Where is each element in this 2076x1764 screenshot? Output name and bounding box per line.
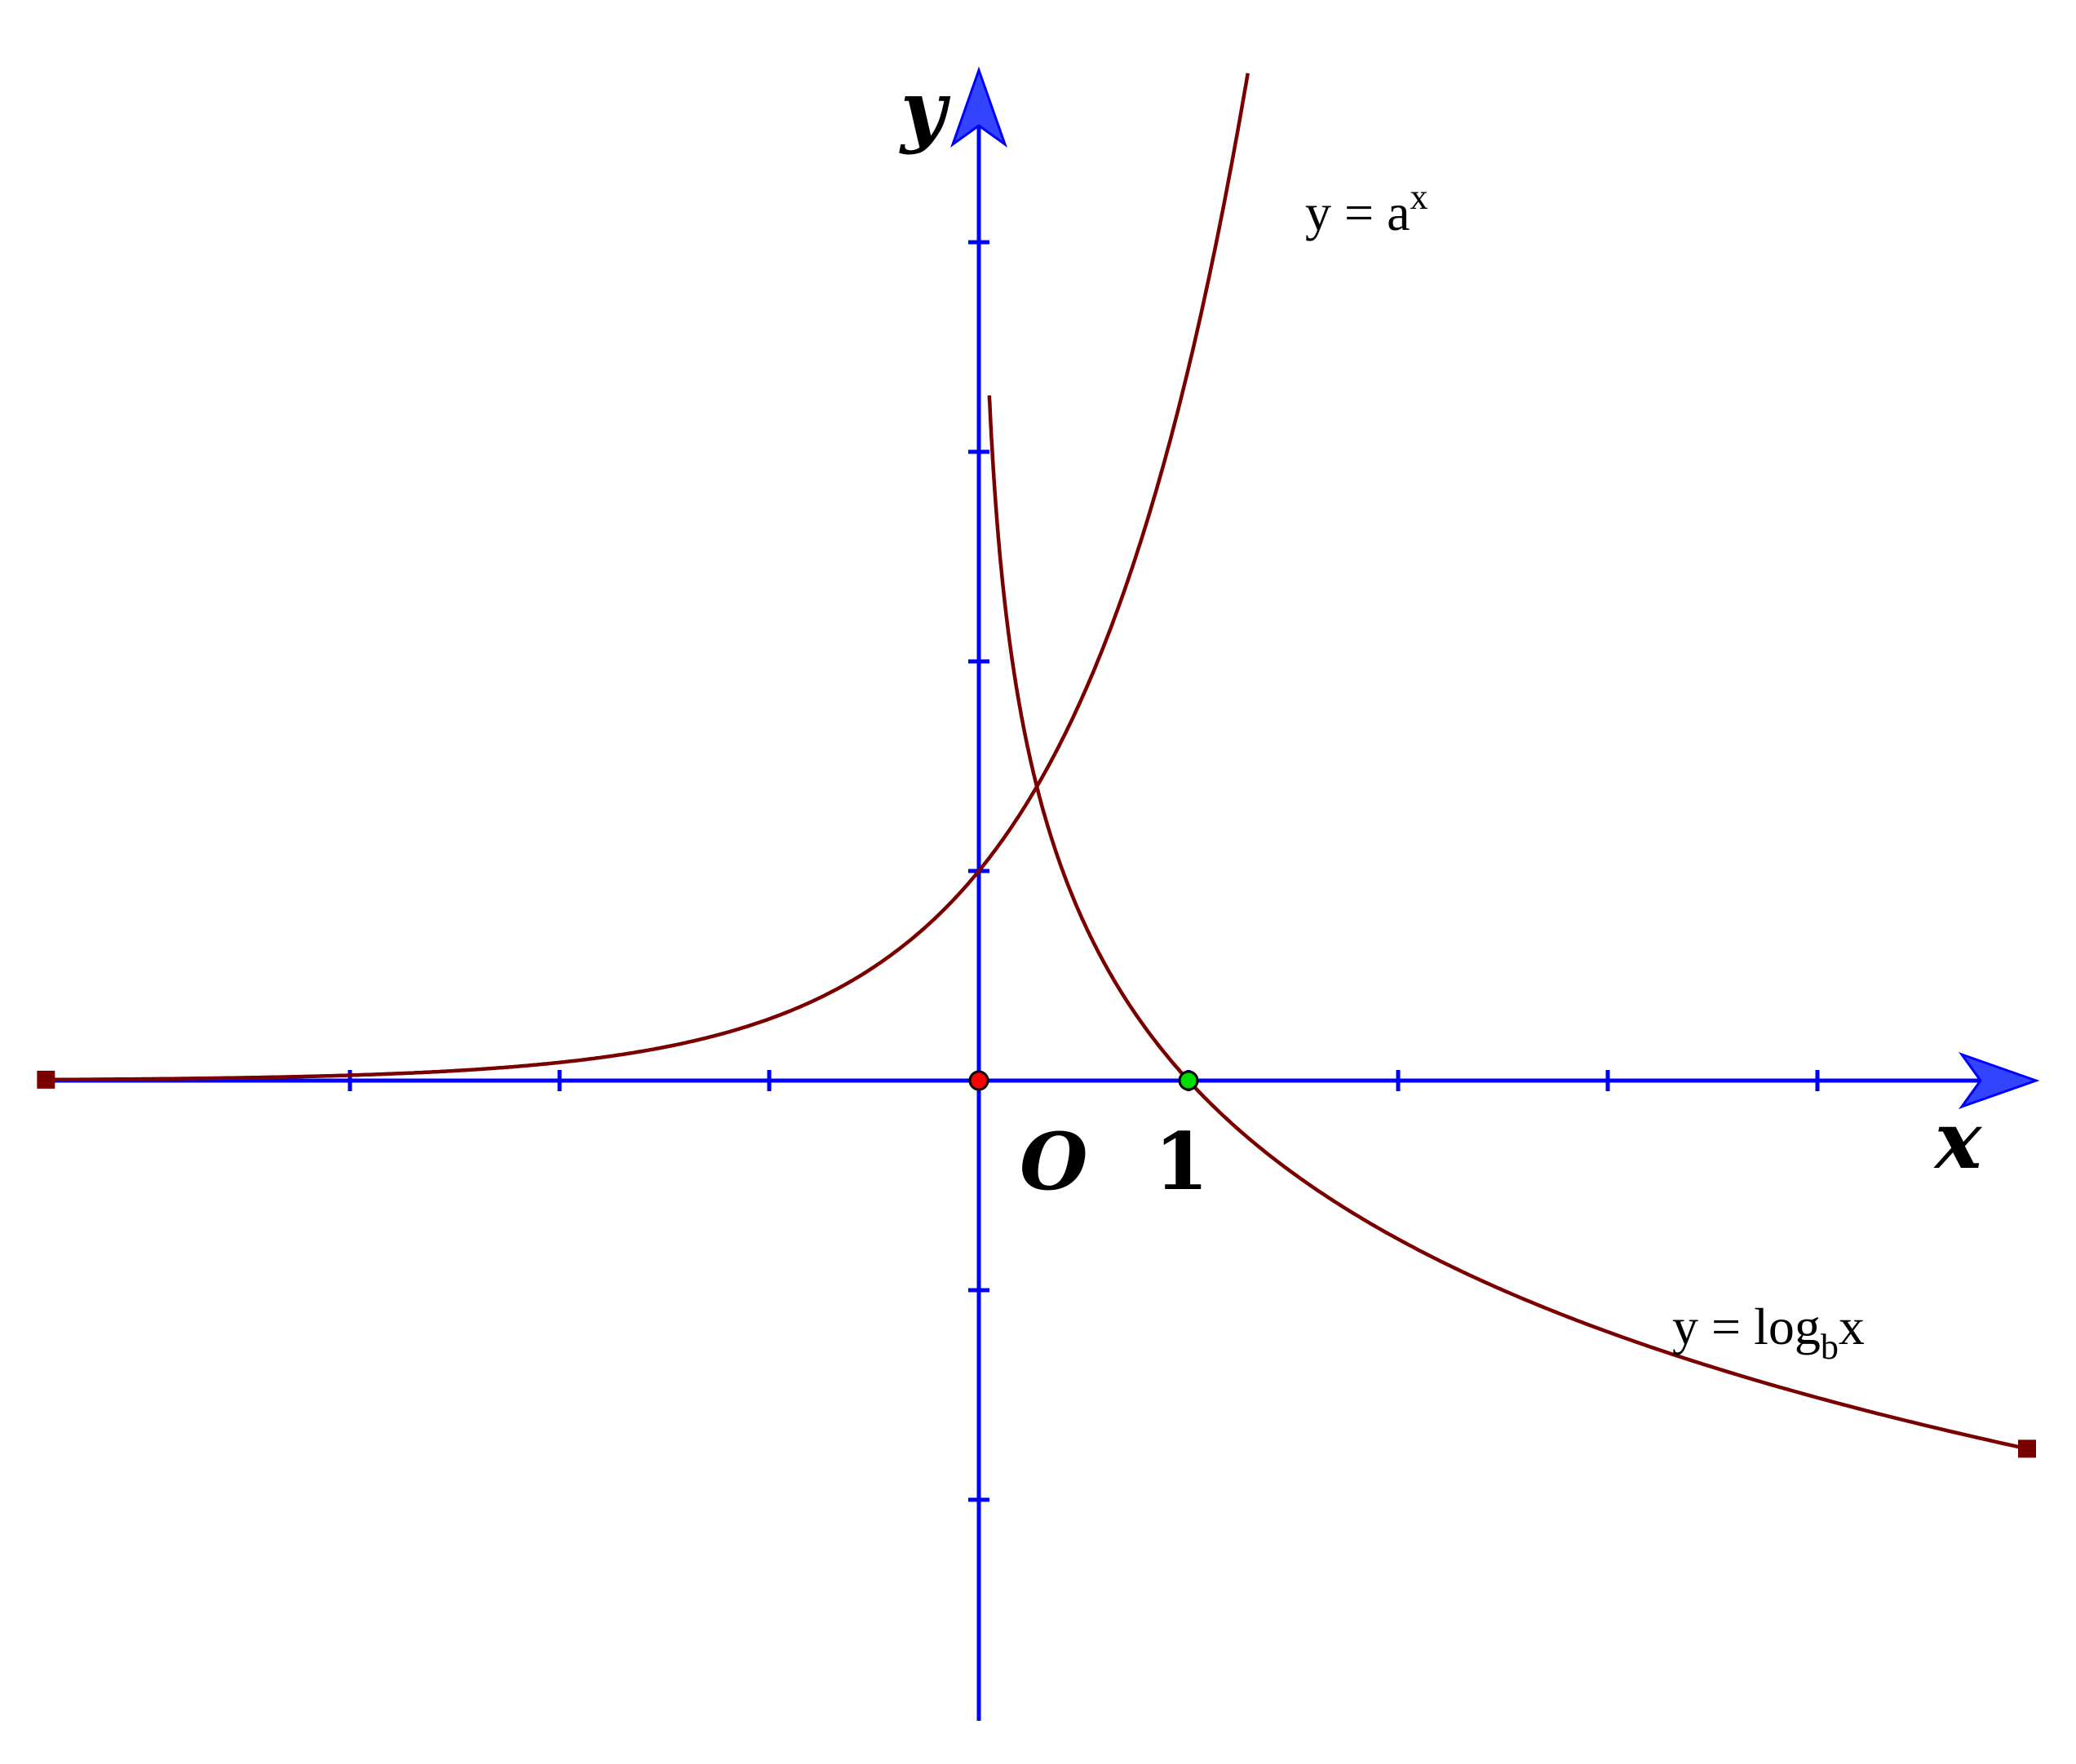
log-label-base: y = log <box>1672 1298 1821 1355</box>
origin-label: O <box>1020 1116 1088 1208</box>
y-axis-arrow-icon <box>950 66 1007 148</box>
marked-points <box>968 1070 1199 1091</box>
exp-label-sup: x <box>1410 177 1428 217</box>
log-curve <box>987 395 2028 1451</box>
x-intercept-point <box>1178 1070 1199 1091</box>
x-axis-arrow-icon <box>1958 1052 2040 1109</box>
y-axis-label: y <box>899 64 951 156</box>
exp-label-base: y = a <box>1305 183 1410 241</box>
exp-curve <box>46 73 1250 1082</box>
origin-point <box>968 1070 989 1091</box>
axes <box>54 66 2040 1721</box>
curves <box>37 73 2036 1458</box>
axis-ticks <box>347 240 1820 1502</box>
log-label-sub: b <box>1821 1327 1839 1367</box>
exp-curve-label: y = ax <box>1305 177 1428 241</box>
log-curve-endpoint <box>2018 1439 2036 1458</box>
x-axis-label: x <box>1933 1094 1983 1187</box>
x-tick-label-one: 1 <box>1154 1116 1209 1208</box>
log-curve-label: y = logbx <box>1672 1298 1865 1367</box>
exp-curve-endpoint <box>37 1070 55 1089</box>
log-label-tail: x <box>1839 1298 1865 1355</box>
